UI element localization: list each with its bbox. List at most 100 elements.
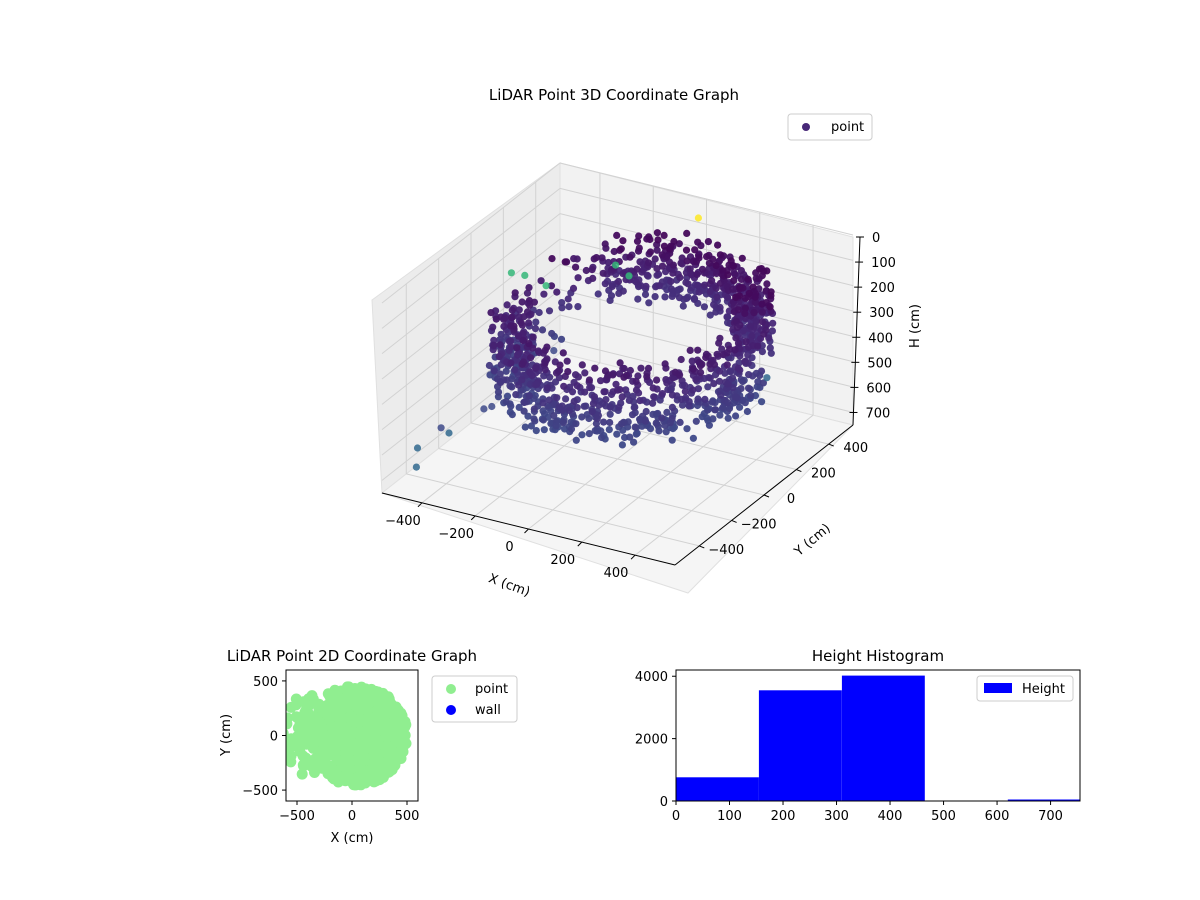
plot3d-outlier-point: [521, 271, 529, 279]
plot3d-grid-line: [381, 187, 561, 329]
plot3d-cloud-point: [677, 259, 685, 267]
plot2d-point: [286, 754, 289, 764]
plot3d-x-tick-label: −400: [385, 514, 421, 529]
plot3d-cloud-point: [556, 361, 564, 369]
plot3d-cloud-point: [502, 397, 510, 406]
plot3d-cloud-point: [723, 313, 731, 321]
plot3d-cloud-point: [760, 330, 768, 338]
plot3d-outlier-point: [507, 269, 515, 277]
plot3d-cloud-point: [525, 340, 533, 348]
plot3d-cloud-point: [538, 326, 547, 334]
plot3d-cloud-point: [518, 298, 526, 306]
plot3d-cloud-point: [693, 270, 701, 278]
plot3d-cloud-point: [507, 359, 515, 367]
plot2d-y-tick-label: 0: [270, 730, 278, 745]
plot3d-cloud-point: [651, 255, 659, 263]
plot3d-cloud-point: [502, 367, 510, 375]
plot3d-cloud-point: [738, 254, 746, 262]
plot2d-legend-marker-wall: [446, 705, 456, 715]
plot2d-point: [371, 704, 383, 716]
plot3d-z-tick-label: 700: [865, 406, 890, 421]
plot3d-x-tick-label: 0: [505, 540, 513, 555]
plot3d-cloud-point: [541, 366, 549, 374]
plot3d-cloud-point: [682, 246, 691, 254]
plot3d-cloud-point: [521, 423, 529, 431]
plot3d-cloud-point: [749, 283, 757, 291]
plot3d-cloud-point: [758, 300, 766, 308]
plot3d-cloud-point: [668, 436, 676, 444]
plot3d-cloud-point: [553, 394, 561, 402]
plot3d-cloud-point: [724, 271, 732, 279]
plot3d-cloud-point: [644, 259, 653, 267]
plot3d-cloud-point: [517, 319, 525, 327]
plot3d-cloud-point: [620, 373, 628, 381]
plot2d-point: [324, 760, 336, 772]
plot3d-cloud-point: [709, 415, 717, 423]
plot3d-cloud-point: [578, 413, 586, 421]
plot3d-cloud-point: [634, 295, 642, 303]
plot2d-legend: point wall: [431, 675, 518, 723]
plot3d-z-tick-label: 400: [868, 331, 893, 346]
plot3d-point-cloud: [485, 229, 777, 449]
plot3d-legend-label: point: [831, 120, 864, 135]
plot3d-cloud-point: [667, 277, 675, 286]
plot3d-cloud-point: [598, 433, 606, 442]
plot3d-cloud-point: [593, 415, 601, 423]
plot3d-cloud-point: [527, 354, 535, 362]
plot3d-cloud-point: [641, 417, 650, 425]
plot3d-z-tick-label: 100: [871, 256, 896, 271]
plot3d-cloud-point: [666, 419, 674, 427]
plot3d-z-tick-label: 600: [866, 381, 891, 396]
plot3d-cloud-point: [658, 390, 667, 398]
plot3d-cloud-point: [490, 341, 498, 349]
plot3d-cloud-point: [708, 277, 716, 285]
plot3d-cloud-point: [723, 293, 732, 301]
histogram-legend-box: [976, 675, 1074, 702]
plot3d-outlier-point: [763, 374, 771, 382]
plot3d-cloud-point: [694, 346, 702, 354]
plot2d-x-tick-label: 500: [395, 809, 420, 824]
plot3d-cloud-point: [715, 339, 723, 347]
plot3d-cloud-point: [500, 322, 508, 330]
plot3d-cloud-point: [545, 396, 553, 404]
plot2d-legend-label-point: point: [475, 682, 508, 697]
plot3d-cloud-point: [742, 338, 750, 346]
plot3d-cloud-point: [598, 254, 606, 262]
plot3d-cloud-point: [706, 360, 714, 368]
plot3d-cloud-point: [520, 313, 528, 321]
plot3d-cloud-point: [765, 334, 773, 342]
plot3d-cloud-point: [725, 404, 734, 413]
plot3d-cloud-point: [618, 420, 626, 428]
plot3d-cloud-point: [636, 258, 644, 266]
plot3d-cloud-point: [758, 308, 766, 316]
plot3d-cloud-point: [688, 271, 696, 279]
plot3d-cloud-point: [622, 386, 630, 394]
plot2d-point: [309, 767, 320, 778]
plot3d-cloud-point: [654, 236, 662, 244]
plot3d-cloud-point: [570, 397, 578, 405]
plot3d-cloud-point: [529, 333, 537, 341]
plot3d-cloud-point: [496, 378, 505, 387]
plot3d-cloud-point: [616, 359, 624, 367]
plot3d-cloud-point: [719, 403, 727, 411]
plot2d-point: [286, 733, 297, 745]
plot3d-cloud-point: [731, 270, 739, 278]
plot3d-y-tick-label: 0: [787, 492, 795, 507]
plot3d-cloud-point: [655, 282, 663, 290]
plot3d-cloud-point: [758, 318, 766, 326]
plot3d-cloud-point: [604, 258, 613, 267]
plot3d-cloud-point: [710, 380, 718, 388]
plot3d-cloud-point: [539, 399, 547, 407]
plot3d-cloud-point: [689, 434, 698, 442]
plot3d-cloud-point: [600, 388, 608, 396]
plot3d-cloud-point: [724, 380, 732, 388]
plot3d-cloud-point: [585, 376, 594, 384]
plot2d-point: [341, 684, 353, 696]
plot3d-cloud-point: [741, 358, 749, 366]
plot3d-cloud-point: [769, 319, 777, 327]
plot3d-cloud-point: [612, 380, 620, 388]
plot3d-cloud-point: [559, 349, 567, 357]
plot3d-cloud-point: [737, 275, 746, 283]
plot3d-cloud-point: [649, 384, 657, 392]
plot3d-cloud-point: [705, 421, 714, 429]
